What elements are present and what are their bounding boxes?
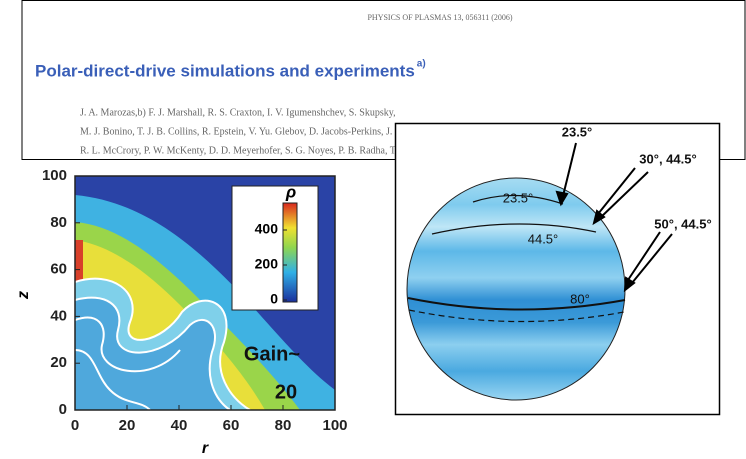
y-tick-label: 60 (50, 261, 67, 278)
x-tick-label: 80 (275, 417, 292, 434)
colorbar-tick-label: 200 (255, 256, 279, 272)
figure: PHYSICS OF PLASMAS 13, 056311 (2006) Pol… (0, 0, 746, 459)
colorbar-tick-label: 400 (255, 221, 279, 237)
y-tick-label: 80 (50, 214, 67, 231)
x-tick-label: 40 (171, 417, 188, 434)
ring-label: 23.5° (503, 190, 534, 205)
callout: 30°, 44.5° (639, 151, 696, 166)
journal: PHYSICS OF PLASMAS 13, 056311 (2006) (367, 13, 512, 22)
colorbar (283, 203, 297, 302)
x-tick-label: 100 (322, 417, 347, 434)
colorbar-label: ρ (285, 182, 296, 201)
callout: 23.5° (562, 124, 593, 139)
paper-title: Polar-direct-drive simulations and exper… (35, 61, 415, 80)
author-line: M. J. Bonino, T. J. B. Collins, R. Epste… (80, 126, 436, 137)
x-tick-label: 20 (119, 417, 136, 434)
title-note: a) (417, 59, 426, 70)
y-tick-label: 40 (50, 307, 67, 324)
ring-label: 44.5° (528, 231, 559, 246)
y-tick-label: 20 (50, 354, 67, 371)
sphere (407, 178, 625, 400)
colorbar-tick-label: 0 (270, 291, 278, 307)
x-axis-label: r (202, 440, 209, 457)
y-tick-label: 100 (42, 167, 67, 184)
author-line: J. A. Marozas,b) F. J. Marshall, R. S. C… (80, 107, 396, 118)
y-tick-label: 0 (59, 401, 67, 418)
author-line: R. L. McCrory, P. W. McKenty, D. D. Meye… (80, 145, 447, 156)
callout: 50°, 44.5° (654, 216, 711, 231)
x-tick-label: 0 (71, 417, 79, 434)
annotation: 20 (275, 381, 297, 403)
page: {"header": {"journal": "PHYSICS OF PLASM… (0, 0, 746, 459)
annotation: Gain~ (244, 343, 300, 365)
y-axis-label: z (15, 291, 32, 300)
ring-label: 80° (570, 291, 590, 306)
x-tick-label: 60 (223, 417, 240, 434)
